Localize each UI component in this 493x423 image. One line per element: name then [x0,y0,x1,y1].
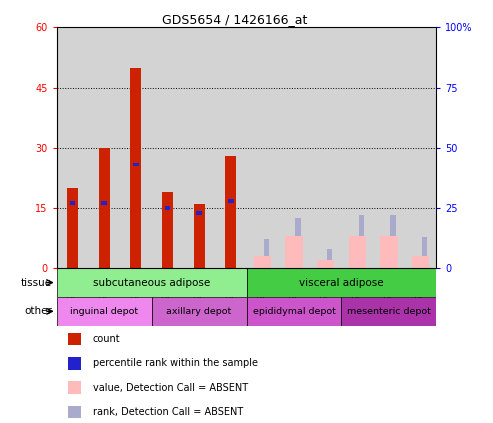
Bar [317,260,334,268]
Bar [380,236,397,268]
Bar [228,199,234,203]
Bar [196,211,202,214]
Bar [341,297,436,326]
Bar [70,201,75,205]
Bar [278,27,310,268]
Bar [349,236,366,268]
Bar [68,333,81,346]
Text: other: other [24,306,52,316]
Bar [68,382,81,394]
Text: visceral adipose: visceral adipose [299,277,384,288]
Bar [295,218,301,268]
Bar [101,201,107,205]
Bar [285,236,303,268]
Bar [183,27,215,268]
Bar [225,156,236,268]
Text: tissue: tissue [21,277,52,288]
Bar [422,237,427,268]
Bar [57,297,152,326]
Bar [133,163,139,167]
Bar [412,256,429,268]
Text: percentile rank within the sample: percentile rank within the sample [93,358,258,368]
Text: mesenteric depot: mesenteric depot [347,307,431,316]
Bar [341,27,373,268]
Bar [359,215,364,268]
Bar [264,239,269,268]
Bar [246,27,278,268]
Bar [310,27,341,268]
Bar [88,27,120,268]
Bar [130,68,141,268]
Bar [99,148,109,268]
Text: inguinal depot: inguinal depot [70,307,138,316]
Bar [405,27,436,268]
Bar [165,206,170,210]
Bar [390,215,395,268]
Bar [162,192,173,268]
Text: epididymal depot: epididymal depot [252,307,335,316]
Text: subcutaneous adipose: subcutaneous adipose [93,277,210,288]
Text: count: count [93,334,120,344]
Bar [246,268,436,297]
Bar [327,249,332,268]
Bar [57,268,246,297]
Bar [253,256,271,268]
Bar [215,27,246,268]
Bar [152,27,183,268]
Bar [57,27,88,268]
Bar [152,297,246,326]
Bar [373,27,405,268]
Text: axillary depot: axillary depot [167,307,232,316]
Bar [68,357,81,370]
Text: rank, Detection Call = ABSENT: rank, Detection Call = ABSENT [93,407,243,417]
Bar [120,27,152,268]
Bar [246,297,341,326]
Title: GDS5654 / 1426166_at: GDS5654 / 1426166_at [162,14,308,26]
Bar [194,204,205,268]
Bar [68,406,81,418]
Text: value, Detection Call = ABSENT: value, Detection Call = ABSENT [93,383,248,393]
Bar [67,188,78,268]
